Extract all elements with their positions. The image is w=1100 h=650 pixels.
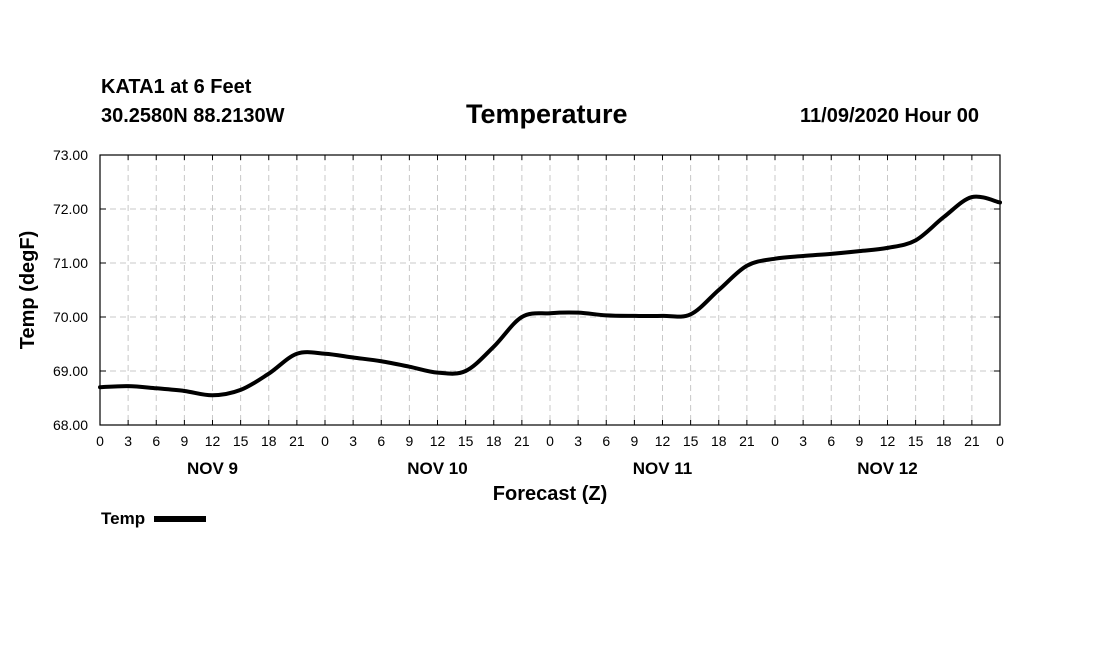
y-tick-label: 69.00: [53, 363, 88, 379]
x-tick-label: 9: [630, 433, 638, 449]
x-tick-label: 6: [377, 433, 385, 449]
x-tick-label: 15: [233, 433, 249, 449]
ticks: 0 3 6 9 12 15 18 21 0 3 6 9 12 15 18 21 0 3 6 9 12 15 18 21 0 3 6 9…: [53, 147, 1004, 478]
y-tick-label: 70.00: [53, 309, 88, 325]
x-tick-label: 15: [908, 433, 924, 449]
y-tick-label: 72.00: [53, 201, 88, 217]
x-axis-title: Forecast (Z): [493, 483, 607, 505]
x-tick-label: 3: [124, 433, 132, 449]
x-tick-label: 3: [349, 433, 357, 449]
legend: Temp: [101, 509, 207, 529]
legend-line-swatch: [154, 516, 207, 522]
x-tick-label: 3: [574, 433, 582, 449]
series-layer: [98, 194, 1002, 398]
day-label: NOV 12: [857, 459, 917, 478]
day-label: NOV 10: [407, 459, 467, 478]
station-coordinates: 30.2580N 88.2130W: [101, 105, 285, 127]
x-tick-label: 6: [152, 433, 160, 449]
day-label: NOV 9: [187, 459, 238, 478]
x-tick-label: 0: [96, 433, 104, 449]
x-tick-label: 6: [602, 433, 610, 449]
x-tick-label: 12: [880, 433, 896, 449]
x-tick-label: 21: [964, 433, 980, 449]
y-axis-title: Temp (degF): [17, 231, 39, 350]
x-tick-label: 0: [771, 433, 779, 449]
x-tick-label: 21: [739, 433, 755, 449]
x-tick-label: 12: [205, 433, 221, 449]
legend-label: Temp: [101, 509, 146, 528]
forecast-date: 11/09/2020 Hour 00: [800, 105, 980, 127]
x-tick-label: 18: [261, 433, 277, 449]
x-tick-label: 21: [514, 433, 530, 449]
x-tick-label: 9: [855, 433, 863, 449]
x-tick-label: 21: [289, 433, 305, 449]
x-tick-label: 18: [486, 433, 502, 449]
x-tick-label: 9: [405, 433, 413, 449]
x-tick-label: 9: [180, 433, 188, 449]
x-tick-label: 0: [996, 433, 1004, 449]
y-tick-label: 71.00: [53, 255, 88, 271]
x-tick-label: 15: [683, 433, 699, 449]
station-name: KATA1 at 6 Feet: [101, 76, 252, 98]
x-tick-label: 15: [458, 433, 474, 449]
x-tick-label: 6: [827, 433, 835, 449]
y-tick-label: 73.00: [53, 147, 88, 163]
x-tick-label: 12: [430, 433, 446, 449]
x-tick-label: 3: [799, 433, 807, 449]
x-tick-label: 0: [321, 433, 329, 449]
x-tick-label: 12: [655, 433, 671, 449]
day-label: NOV 11: [633, 459, 693, 478]
x-tick-label: 18: [936, 433, 952, 449]
x-tick-label: 18: [711, 433, 727, 449]
x-tick-label: 0: [546, 433, 554, 449]
y-tick-label: 68.00: [53, 417, 88, 433]
grid: [100, 155, 1000, 425]
chart-title: Temperature: [466, 99, 628, 129]
